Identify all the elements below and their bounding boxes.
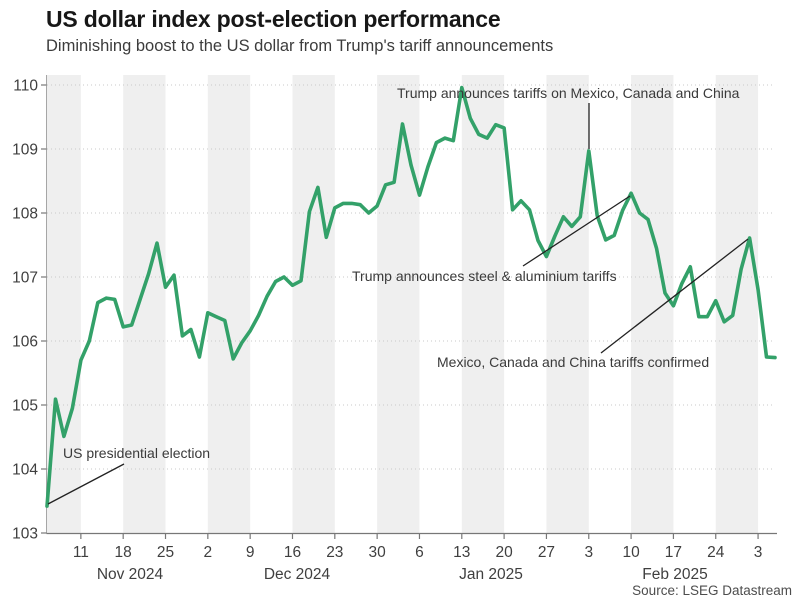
annotation-election: US presidential election — [63, 445, 211, 461]
x-tick-label: 2 — [204, 544, 213, 561]
x-tick-label: 25 — [157, 544, 174, 561]
x-tick-label: 18 — [115, 544, 132, 561]
x-tick-label: 24 — [707, 544, 725, 561]
y-tick-label: 107 — [12, 270, 38, 287]
chart-title: US dollar index post-election performanc… — [46, 6, 501, 32]
y-tick-label: 105 — [12, 398, 38, 415]
week-shading-band — [715, 75, 759, 533]
week-shading-band — [631, 75, 674, 533]
y-tick-label: 110 — [13, 78, 38, 95]
x-tick-label: 17 — [665, 544, 682, 561]
x-tick-label: 16 — [284, 544, 301, 561]
y-tick-label: 103 — [12, 526, 38, 543]
month-label: Jan 2025 — [459, 566, 523, 583]
x-tick-label: 27 — [538, 544, 555, 561]
chart-subtitle: Diminishing boost to the US dollar from … — [46, 37, 554, 55]
x-tick-label: 11 — [73, 544, 89, 561]
y-tick-label: 104 — [12, 462, 38, 479]
dollar-index-line — [45, 85, 777, 508]
month-label: Dec 2024 — [264, 566, 331, 583]
annotation-leader-tariffs-confirmed — [600, 238, 749, 354]
week-shading-band — [461, 75, 505, 533]
x-tick-label: 20 — [495, 544, 513, 561]
y-tick-label: 106 — [12, 334, 38, 351]
x-tick-label: 6 — [415, 544, 424, 561]
week-shading-band — [207, 75, 251, 533]
annotation-steel-aluminium: Trump announces steel & aluminium tariff… — [352, 268, 617, 284]
x-tick-label: 13 — [453, 544, 470, 561]
x-tick-label: 9 — [246, 544, 255, 561]
x-tick-label: 10 — [622, 544, 640, 561]
month-label: Nov 2024 — [97, 566, 164, 583]
x-tick-label: 23 — [326, 544, 343, 561]
annotation-leader-steel-aluminium — [522, 195, 631, 267]
month-label: Feb 2025 — [642, 566, 708, 583]
x-tick-label: 3 — [584, 544, 593, 561]
week-shading-band — [123, 75, 166, 533]
annotation-tariffs-confirmed: Mexico, Canada and China tariffs confirm… — [437, 354, 710, 370]
x-tick-label: 30 — [369, 544, 387, 561]
week-shading-band — [292, 75, 335, 533]
y-tick-label: 108 — [12, 206, 38, 223]
x-tick-label: 3 — [754, 544, 763, 561]
annotation-leader-election — [47, 463, 125, 505]
source-label: Source: LSEG Datastream — [632, 583, 792, 598]
week-shading-band — [546, 75, 589, 533]
annotation-tariffs-announced: Trump announces tariffs on Mexico, Canad… — [397, 85, 740, 101]
y-tick-label: 109 — [12, 142, 38, 159]
